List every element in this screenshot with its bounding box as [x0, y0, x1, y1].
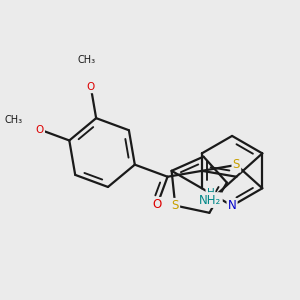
Text: H: H — [206, 188, 214, 198]
Text: NH: NH — [202, 194, 219, 207]
Text: O: O — [153, 198, 162, 211]
Text: S: S — [233, 158, 240, 171]
Text: S: S — [172, 199, 179, 212]
Text: O: O — [36, 124, 44, 135]
Text: CH₃: CH₃ — [77, 55, 95, 65]
Text: CH₃: CH₃ — [4, 115, 23, 125]
Text: N: N — [228, 199, 236, 212]
Text: NH₂: NH₂ — [199, 194, 221, 207]
Text: O: O — [87, 82, 95, 92]
